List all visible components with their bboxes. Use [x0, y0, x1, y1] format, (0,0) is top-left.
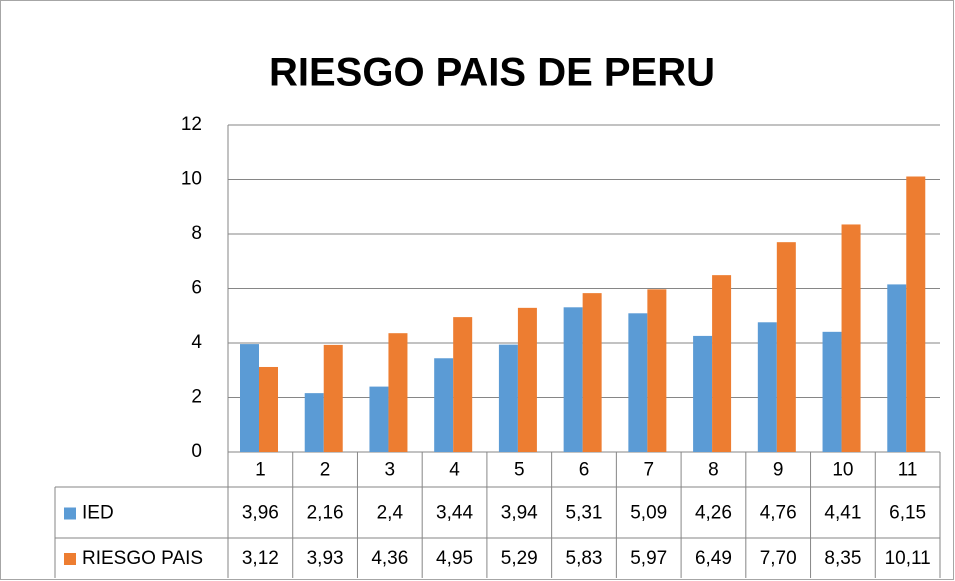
- y-tick-label: 8: [191, 223, 202, 244]
- table-value: 4,95: [436, 548, 473, 569]
- table-value: 3,93: [307, 548, 344, 569]
- chart-title: RIESGO PAIS DE PERU: [269, 51, 715, 95]
- table-value: 6,49: [695, 548, 732, 569]
- table-value: 3,96: [242, 503, 279, 524]
- y-tick-label: 4: [191, 332, 202, 353]
- bar: [582, 293, 602, 452]
- bar: [712, 275, 732, 452]
- bar: [388, 333, 408, 452]
- bar: [259, 366, 278, 452]
- x-tick-label: 6: [579, 460, 590, 481]
- y-tick-label: 6: [191, 278, 202, 299]
- y-tick-label: 12: [181, 114, 202, 135]
- x-tick-label: 3: [385, 460, 396, 481]
- table-value: 8,35: [824, 548, 861, 569]
- legend-key: [64, 507, 76, 520]
- bar: [693, 335, 713, 452]
- table-value: 4,26: [695, 503, 732, 524]
- y-tick-label: 0: [191, 441, 202, 462]
- bar: [841, 224, 861, 452]
- table-value: 5,97: [630, 548, 667, 569]
- bar: [240, 344, 259, 452]
- bar: [906, 176, 926, 452]
- bar: [776, 242, 796, 452]
- x-tick-label: 5: [514, 460, 525, 481]
- x-tick-label: 9: [773, 460, 784, 481]
- table-value: 5,83: [566, 548, 603, 569]
- bar: [304, 393, 324, 452]
- bar: [628, 313, 648, 452]
- table-value: 4,76: [760, 503, 797, 524]
- table-value: 3,94: [501, 503, 538, 524]
- table-value: 4,36: [371, 548, 408, 569]
- legend-label: RIESGO PAIS: [82, 548, 203, 569]
- bar: [887, 284, 907, 452]
- bar: [323, 344, 343, 452]
- bar: [757, 322, 777, 452]
- table-value: 7,70: [760, 548, 797, 569]
- x-tick-label: 10: [832, 460, 853, 481]
- table-value: 10,11: [885, 548, 931, 569]
- x-tick-label: 7: [643, 460, 654, 481]
- table-value: 6,15: [889, 503, 926, 524]
- bar: [369, 386, 389, 452]
- table-value: 3,12: [242, 548, 279, 569]
- table-value: 2,4: [377, 503, 404, 524]
- table-value: 3,44: [436, 503, 473, 524]
- x-tick-label: 4: [449, 460, 460, 481]
- bar: [434, 358, 454, 452]
- bar: [822, 331, 842, 452]
- table-value: 5,29: [501, 548, 538, 569]
- table-value: 4,41: [824, 503, 861, 524]
- y-tick-label: 10: [181, 169, 202, 190]
- legend-key: [64, 553, 76, 565]
- x-tick-label: 11: [898, 460, 918, 481]
- table-value: 5,31: [566, 503, 603, 524]
- legend-label: IED: [82, 503, 114, 524]
- bar: [563, 307, 583, 452]
- bar: [498, 344, 518, 452]
- x-tick-label: 1: [255, 460, 266, 481]
- x-tick-label: 8: [708, 460, 719, 481]
- x-tick-label: 2: [320, 460, 331, 481]
- y-tick-label: 2: [191, 387, 202, 408]
- bar: [453, 317, 473, 452]
- table-value: 5,09: [630, 503, 667, 524]
- bar: [647, 289, 667, 452]
- bar: [517, 307, 537, 452]
- table-value: 2,16: [307, 503, 344, 524]
